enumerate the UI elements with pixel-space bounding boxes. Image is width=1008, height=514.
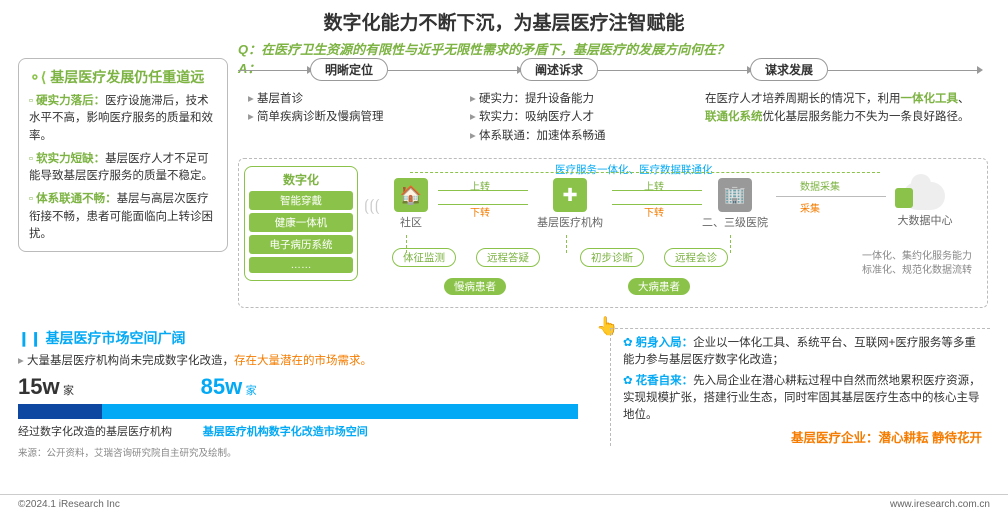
- stage-2: 阐述诉求: [520, 58, 598, 81]
- q-text: 在医疗卫生资源的有限性与近乎无限性需求的矛盾下，基层医疗的发展方向何在？: [261, 42, 729, 57]
- cap-2: 基层医疗机构数字化改造市场空间: [203, 423, 539, 439]
- qa-row: Q：在医疗卫生资源的有限性与近乎无限性需求的矛盾下，基层医疗的发展方向何在？: [238, 39, 1008, 58]
- conn-d2: [566, 235, 567, 253]
- br-item-2: ✿花香自来：先入局企业在潜心耕耘过程中自然而然地累积医疗资源，实现规模扩张，搭建…: [623, 373, 982, 425]
- stage-1: 明晰定位: [310, 58, 388, 81]
- q-prefix: Q：: [238, 42, 261, 57]
- chip-c2: 远程答疑: [476, 248, 540, 267]
- br-footer: 基层医疗企业：潜心耕耘 静待花开: [623, 427, 982, 446]
- down1: 下转: [470, 204, 490, 219]
- col-2: ▸ 硬实力：提升设备能力 ▸ 软实力：吸纳医疗人才 ▸ 体系联通：加速体系畅通: [470, 90, 690, 145]
- bar-seg-1: [18, 404, 102, 419]
- source-text: 来源：公开资料，艾瑞咨询研究院自主研究及绘制。: [18, 445, 578, 459]
- bl-title: 基层医疗市场空间广阔: [45, 328, 185, 348]
- collect-label: 数据采集: [800, 178, 840, 193]
- flow-top-label: 医疗服务一体化、医疗数据联通化: [555, 162, 713, 177]
- chip-c1: 体征监测: [392, 248, 456, 267]
- left-item-2: ▫软实力短缺：基层医疗人才不足可能导致基层医疗服务的质量不稳定。: [29, 151, 217, 186]
- up2: 上转: [644, 178, 664, 193]
- node-community: 🏠 社区: [386, 178, 436, 230]
- copyright: ©2024.1 iResearch Inc: [18, 499, 120, 510]
- left-panel: ⚬⟨基层医疗发展仍任重道远 ▫硬实力落后：医疗设施滞后，技术水平不高，影响医疗服…: [18, 58, 228, 252]
- digital-title: 数字化: [249, 171, 353, 188]
- left-item-3: ▫体系联通不畅：基层与高层次医疗衔接不畅，患者可能面临向上转诊困扰。: [29, 191, 217, 243]
- chip-c4: 远程会诊: [664, 248, 728, 267]
- digital-box: 数字化 智能穿戴 健康一体机 电子病历系统 ……: [244, 166, 358, 281]
- stage-3: 谋求发展: [750, 58, 828, 81]
- digital-item-2: 健康一体机: [249, 213, 353, 232]
- conn-top: [410, 172, 880, 173]
- chip-p1: 慢病患者: [444, 278, 506, 295]
- conn-d1: [406, 235, 407, 253]
- left-panel-title: ⚬⟨基层医疗发展仍任重道远: [29, 67, 217, 87]
- value-15w: 15w: [18, 374, 60, 400]
- chip-p2: 大病患者: [628, 278, 690, 295]
- bottom-right: ✿躬身入局：企业以一体化工具、系统平台、互联网+医疗服务等多重能力参与基层医疗数…: [610, 328, 990, 446]
- bottom-left: ❙❙基层医疗市场空间广阔 ▸ 大量基层医疗机构尚未完成数字化改造，存在大量潜在的…: [18, 328, 578, 459]
- wifi-icon: ⟮⟮⟮: [364, 198, 380, 216]
- up1: 上转: [470, 178, 490, 193]
- conn-d3: [730, 235, 731, 253]
- digital-item-4: ……: [249, 257, 353, 273]
- down2: 下转: [644, 204, 664, 219]
- col-1: ▸ 基层首诊 ▸ 简单疾病诊断及慢病管理: [248, 90, 448, 127]
- digital-item-3: 电子病历系统: [249, 235, 353, 254]
- cap-1: 经过数字化改造的基层医疗机构: [18, 423, 203, 439]
- col-3: 在医疗人才培养周期长的情况下，利用一体化工具、联通化系统优化基层服务能力不失为一…: [705, 90, 975, 127]
- node-hospital: 🏢 二、三级医院: [695, 178, 775, 230]
- node-primary: ✚ 基层医疗机构: [530, 178, 610, 230]
- side-summary: 一体化、集约化服务能力标准化、规范化数据流转: [862, 250, 972, 278]
- digital-item-1: 智能穿戴: [249, 191, 353, 210]
- value-85w: 85w: [201, 374, 243, 400]
- bar-chart: [18, 404, 578, 419]
- main-title: 数字化能力不断下沉，为基层医疗注智赋能: [0, 0, 1008, 39]
- left-item-1: ▫硬实力落后：医疗设施滞后，技术水平不高，影响医疗服务的质量和效率。: [29, 93, 217, 145]
- chip-c3: 初步诊断: [580, 248, 644, 267]
- bar-seg-2: [102, 404, 578, 419]
- stages-row: 明晰定位 阐述诉求 谋求发展: [238, 58, 988, 84]
- conn-3: [776, 196, 886, 197]
- br-item-1: ✿躬身入局：企业以一体化工具、系统平台、互联网+医疗服务等多重能力参与基层医疗数…: [623, 335, 982, 370]
- page-footer: ©2024.1 iResearch Inc www.iresearch.com.…: [0, 494, 1008, 514]
- node-datacenter: 大数据中心: [895, 178, 955, 228]
- website: www.iresearch.com.cn: [890, 499, 990, 510]
